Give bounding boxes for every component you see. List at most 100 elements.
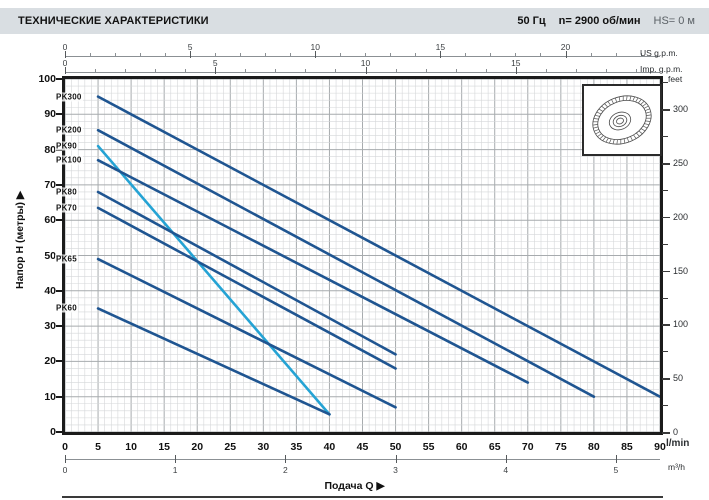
x_top_imp-tick-label-5: 5 <box>212 58 218 68</box>
x-tick-label-75: 75 <box>554 441 567 453</box>
curve-label-pk70: PK70 <box>55 203 78 213</box>
suction-head-value: HS= 0 м <box>653 15 696 27</box>
curve-label-pk100: PK100 <box>55 155 83 165</box>
feet-tick-label-250: 250 <box>673 158 689 168</box>
us-gpm-unit-label: US g.p.m. <box>640 48 678 58</box>
y-tick-label-30: 30 <box>44 320 56 333</box>
curve-pk65 <box>96 257 397 409</box>
x_top_imp-axis-rule <box>65 72 660 73</box>
performance-chart: 0 5 10 15 20 0 5 10 15 US g.p.m. Imp. g.p.m. 0 10… <box>0 34 709 500</box>
feet-minor-tick <box>662 297 668 299</box>
x_top_us-tick <box>90 53 92 57</box>
x_top_us-tick <box>540 53 542 57</box>
x_top_imp-tick <box>335 69 337 73</box>
curve-label-pk65: PK65 <box>55 254 78 264</box>
lmin-unit-label: l/min <box>666 438 690 449</box>
curve-pk300 <box>96 95 660 398</box>
m3h-tick-label-1: 1 <box>172 465 178 475</box>
curve-pk70 <box>96 206 397 370</box>
plot-area <box>62 76 663 435</box>
speed-value: n= 2900 об/мин <box>558 15 641 27</box>
x_top_us-tick <box>415 53 417 57</box>
x-tick-label-55: 55 <box>422 441 435 453</box>
x_top_us-tick <box>65 51 66 58</box>
y-tick-label-90: 90 <box>44 108 56 121</box>
feet-tick-300 <box>662 109 670 111</box>
x_top_us-tick <box>565 51 567 58</box>
x_top_imp-tick <box>215 67 217 74</box>
frequency-value: 50 Гц <box>517 15 546 27</box>
m3h-tick-2 <box>285 455 287 463</box>
x_top_us-tick <box>240 53 242 57</box>
x_top_imp-tick <box>515 67 517 74</box>
y-tick-10 <box>56 395 63 398</box>
x-tick-label-50: 50 <box>389 441 402 453</box>
curve-label-pk300: PK300 <box>55 92 83 102</box>
x_top_us-tick <box>290 53 292 57</box>
x-axis-rule <box>62 496 663 498</box>
x-tick-label-30: 30 <box>257 441 270 453</box>
x-tick-label-20: 20 <box>191 441 204 453</box>
impeller-icon <box>592 95 652 145</box>
curve-pk60 <box>96 307 331 416</box>
m3h-tick-label-4: 4 <box>503 465 509 475</box>
y-tick-label-10: 10 <box>44 390 56 403</box>
y-tick-70 <box>56 183 63 186</box>
x_top_us-tick-label-10: 10 <box>310 42 320 52</box>
feet-tick-label-50: 50 <box>673 373 684 384</box>
x_top_us-tick <box>515 53 517 57</box>
x_top_imp-tick <box>95 69 97 73</box>
feet-tick-label-300: 300 <box>673 104 689 115</box>
x_top_us-tick <box>215 53 217 57</box>
feet-tick-100 <box>662 324 670 326</box>
x_top_imp-tick <box>65 67 66 74</box>
x-tick-label-45: 45 <box>356 441 369 453</box>
curve-pk90 <box>96 144 331 416</box>
feet-tick-150 <box>662 270 670 273</box>
x_top_imp-tick <box>485 69 487 73</box>
x_top_imp-tick <box>575 69 577 73</box>
x_top_us-tick <box>465 53 467 57</box>
feet-tick-label-150: 150 <box>673 265 689 276</box>
feet-tick-0 <box>662 432 670 434</box>
header-meta: 50 Гц n= 2900 об/мин HS= 0 м <box>517 15 695 27</box>
x_top_us-tick <box>190 51 192 58</box>
curve-pk100 <box>96 158 530 384</box>
x_top_us-tick <box>490 53 492 57</box>
x-tick-label-5: 5 <box>95 441 101 453</box>
x_top_us-tick <box>390 53 392 57</box>
y-tick-90 <box>56 113 63 116</box>
y-tick-label-100: 100 <box>38 73 56 85</box>
m3h-tick-0 <box>65 455 66 463</box>
x_top_imp-tick-label-0: 0 <box>62 58 68 68</box>
x-tick-label-35: 35 <box>290 441 303 453</box>
feet-tick-200 <box>662 216 670 219</box>
x_top_us-tick <box>340 53 342 57</box>
x_top_imp-tick <box>275 69 277 73</box>
x_top_us-tick-label-5: 5 <box>187 42 193 52</box>
feet-minor-tick <box>662 189 668 191</box>
header-bar: ТЕХНИЧЕСКИЕ ХАРАКТЕРИСТИКИ 50 Гц n= 2900… <box>0 8 709 34</box>
curve-label-pk80: PK80 <box>55 187 78 197</box>
y-tick-label-80: 80 <box>44 143 56 156</box>
x-axis-title: Подача Q ▶ <box>324 480 385 492</box>
feet-minor-tick <box>662 136 668 138</box>
y-tick-label-20: 20 <box>44 355 56 368</box>
page-title: ТЕХНИЧЕСКИЕ ХАРАКТЕРИСТИКИ <box>18 15 209 27</box>
feet-minor-tick <box>662 243 668 245</box>
m3h-tick-label-0: 0 <box>62 465 68 475</box>
m3h-tick-label-5: 5 <box>613 465 619 475</box>
m3h-tick-4 <box>505 455 507 463</box>
x_top_imp-tick <box>425 69 427 73</box>
x_top_us-tick <box>590 53 592 57</box>
feet-tick-label-0: 0 <box>673 427 679 437</box>
y-tick-60 <box>56 219 63 222</box>
x_top_imp-tick <box>155 69 157 73</box>
x_top_imp-tick <box>605 69 607 73</box>
y-axis-title: Напор H (метры) ▶ <box>14 191 26 289</box>
grid-and-curves <box>65 79 660 432</box>
x_top_us-tick <box>115 53 117 57</box>
x-tick-label-40: 40 <box>323 441 336 453</box>
feet-minor-tick <box>662 82 668 84</box>
m3h-axis-rule <box>65 459 660 460</box>
